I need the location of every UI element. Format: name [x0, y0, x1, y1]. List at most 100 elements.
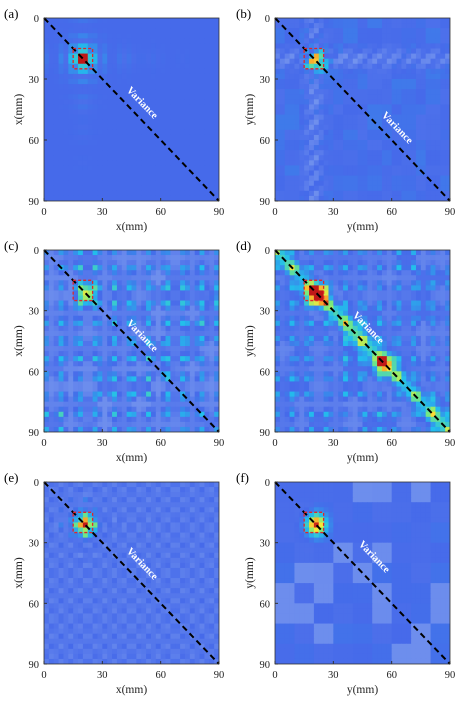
- heatmap-cell: [309, 376, 315, 383]
- heatmap-cell: [411, 280, 417, 286]
- heatmap-cell: [338, 79, 344, 85]
- heatmap-cell: [78, 68, 84, 75]
- heatmap-cell: [102, 114, 108, 121]
- heatmap-cell: [214, 175, 219, 182]
- heatmap-cell: [102, 371, 108, 377]
- heatmap-cell: [92, 180, 99, 187]
- heatmap-cell: [304, 58, 310, 65]
- heatmap-cell: [73, 104, 79, 111]
- heatmap-cell: [357, 23, 364, 29]
- heatmap-cell: [204, 73, 210, 80]
- heatmap-cell: [116, 356, 123, 362]
- heatmap-cell: [87, 371, 94, 377]
- heatmap-cell: [391, 330, 398, 337]
- heatmap-cell: [63, 376, 69, 383]
- heatmap-cell: [155, 346, 162, 352]
- heatmap-cell: [275, 175, 281, 182]
- heatmap-cell: [73, 165, 79, 172]
- heatmap-cell: [199, 43, 206, 50]
- heatmap-cell: [150, 23, 157, 29]
- heatmap-cell: [44, 320, 50, 327]
- heatmap-cell: [401, 371, 407, 377]
- heatmap-cell: [116, 295, 123, 302]
- heatmap-cell: [189, 73, 196, 80]
- heatmap-cell: [63, 119, 69, 126]
- heatmap-cell: [199, 38, 206, 45]
- heatmap-cell: [445, 300, 450, 307]
- heatmap-cell: [411, 386, 417, 393]
- heatmap-cell: [160, 119, 167, 126]
- heatmap-cell: [401, 38, 407, 45]
- heatmap-cell: [184, 305, 191, 312]
- heatmap-cell: [204, 190, 210, 197]
- heatmap-cell: [425, 290, 432, 297]
- heatmap-cell: [338, 68, 344, 75]
- heatmap-cell: [420, 89, 427, 95]
- heatmap-cell: [415, 335, 422, 342]
- heatmap-cell: [44, 99, 50, 106]
- heatmap-cell: [146, 140, 152, 146]
- heatmap-cell: [357, 285, 364, 292]
- heatmap-cell: [445, 305, 450, 312]
- heatmap-cell: [58, 63, 65, 70]
- heatmap-cell: [194, 265, 201, 271]
- heatmap-cell: [411, 356, 417, 362]
- heatmap-cell: [279, 260, 286, 266]
- heatmap-cell: [396, 366, 402, 372]
- heatmap-cell: [318, 94, 325, 100]
- heatmap-cell: [372, 58, 378, 65]
- heatmap-cell: [155, 43, 162, 50]
- heatmap-cell: [53, 356, 60, 362]
- heatmap-cell: [73, 325, 79, 332]
- heatmap-cell: [445, 170, 450, 177]
- heatmap-cell: [304, 155, 310, 161]
- heatmap-cell: [160, 18, 167, 24]
- heatmap-cell: [126, 73, 133, 80]
- heatmap-cell: [189, 260, 196, 266]
- heatmap-cell: [425, 109, 432, 116]
- heatmap-cell: [209, 255, 215, 261]
- heatmap-cell: [313, 89, 320, 95]
- heatmap-cell: [275, 129, 281, 136]
- y-tick-label-c-1: 30: [29, 307, 40, 318]
- heatmap-cell: [78, 310, 84, 317]
- heatmap-cell: [396, 255, 402, 261]
- heatmap-cell: [87, 150, 94, 156]
- heatmap-cell: [146, 190, 152, 197]
- heatmap-cell: [435, 265, 441, 271]
- heatmap-cell: [323, 270, 330, 276]
- heatmap-cell: [146, 53, 152, 60]
- heatmap-cell: [372, 160, 378, 167]
- heatmap-cell: [155, 165, 162, 172]
- heatmap-cell: [155, 119, 162, 126]
- heatmap-cell: [381, 391, 388, 398]
- heatmap-cell: [294, 320, 300, 327]
- heatmap-cell: [381, 310, 388, 317]
- heatmap-cell: [313, 109, 320, 116]
- heatmap-cell: [343, 84, 349, 90]
- heatmap-cell: [63, 416, 69, 423]
- heatmap-cell: [160, 280, 167, 286]
- heatmap-cell: [63, 53, 69, 60]
- heatmap-cell: [48, 290, 55, 297]
- heatmap-cell: [362, 28, 368, 34]
- heatmap-cell: [131, 170, 137, 177]
- heatmap-cell: [299, 250, 305, 256]
- heatmap-cell: [284, 84, 291, 90]
- heatmap-cell: [284, 335, 291, 342]
- heatmap-cell: [284, 155, 291, 161]
- heatmap-cell: [160, 53, 167, 60]
- heatmap-cell: [294, 63, 300, 70]
- heatmap-cell: [160, 89, 167, 95]
- heatmap-cell: [97, 320, 103, 327]
- heatmap-cell: [381, 58, 388, 65]
- heatmap-cell: [445, 250, 450, 256]
- heatmap-cell: [184, 104, 191, 111]
- heatmap-cell: [401, 290, 407, 297]
- heatmap-cell: [131, 290, 137, 297]
- heatmap-cell: [381, 18, 388, 24]
- heatmap-cell: [367, 381, 373, 388]
- heatmap-cell: [63, 325, 69, 332]
- heatmap-cell: [318, 140, 325, 146]
- heatmap-cell: [304, 165, 310, 172]
